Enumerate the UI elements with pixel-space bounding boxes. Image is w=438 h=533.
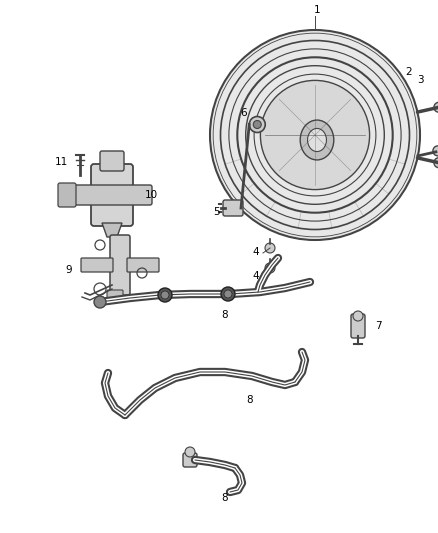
Circle shape bbox=[185, 447, 195, 457]
Text: 8: 8 bbox=[247, 395, 253, 405]
FancyBboxPatch shape bbox=[351, 314, 365, 338]
Text: 8: 8 bbox=[222, 310, 228, 320]
Circle shape bbox=[265, 263, 275, 273]
Circle shape bbox=[434, 102, 438, 112]
Circle shape bbox=[265, 243, 275, 253]
Circle shape bbox=[94, 296, 106, 308]
Circle shape bbox=[434, 158, 438, 168]
Text: 4: 4 bbox=[253, 271, 259, 281]
FancyBboxPatch shape bbox=[107, 290, 123, 300]
Circle shape bbox=[224, 290, 232, 298]
Ellipse shape bbox=[307, 128, 326, 151]
FancyBboxPatch shape bbox=[110, 235, 130, 295]
FancyBboxPatch shape bbox=[81, 258, 113, 272]
Circle shape bbox=[253, 120, 261, 128]
Circle shape bbox=[249, 117, 265, 133]
Text: 9: 9 bbox=[65, 265, 72, 275]
FancyBboxPatch shape bbox=[127, 258, 159, 272]
Circle shape bbox=[433, 146, 438, 156]
FancyBboxPatch shape bbox=[72, 185, 152, 205]
FancyBboxPatch shape bbox=[100, 151, 124, 171]
Ellipse shape bbox=[300, 120, 334, 160]
FancyBboxPatch shape bbox=[223, 200, 243, 216]
Circle shape bbox=[353, 311, 363, 321]
Circle shape bbox=[261, 80, 370, 190]
Circle shape bbox=[158, 288, 172, 302]
Circle shape bbox=[161, 291, 169, 299]
Text: 11: 11 bbox=[55, 157, 68, 167]
FancyBboxPatch shape bbox=[183, 453, 197, 467]
Text: 5: 5 bbox=[213, 207, 220, 217]
Text: 7: 7 bbox=[375, 321, 381, 331]
Text: 10: 10 bbox=[145, 190, 158, 200]
Circle shape bbox=[210, 30, 420, 240]
Circle shape bbox=[221, 287, 235, 301]
FancyBboxPatch shape bbox=[58, 183, 76, 207]
Text: 6: 6 bbox=[240, 108, 247, 117]
Text: 1: 1 bbox=[314, 5, 320, 15]
Text: 3: 3 bbox=[417, 75, 423, 85]
Text: 8: 8 bbox=[222, 493, 228, 503]
Polygon shape bbox=[102, 223, 122, 237]
Text: 4: 4 bbox=[253, 247, 259, 257]
FancyBboxPatch shape bbox=[91, 164, 133, 226]
Text: 2: 2 bbox=[406, 67, 412, 77]
